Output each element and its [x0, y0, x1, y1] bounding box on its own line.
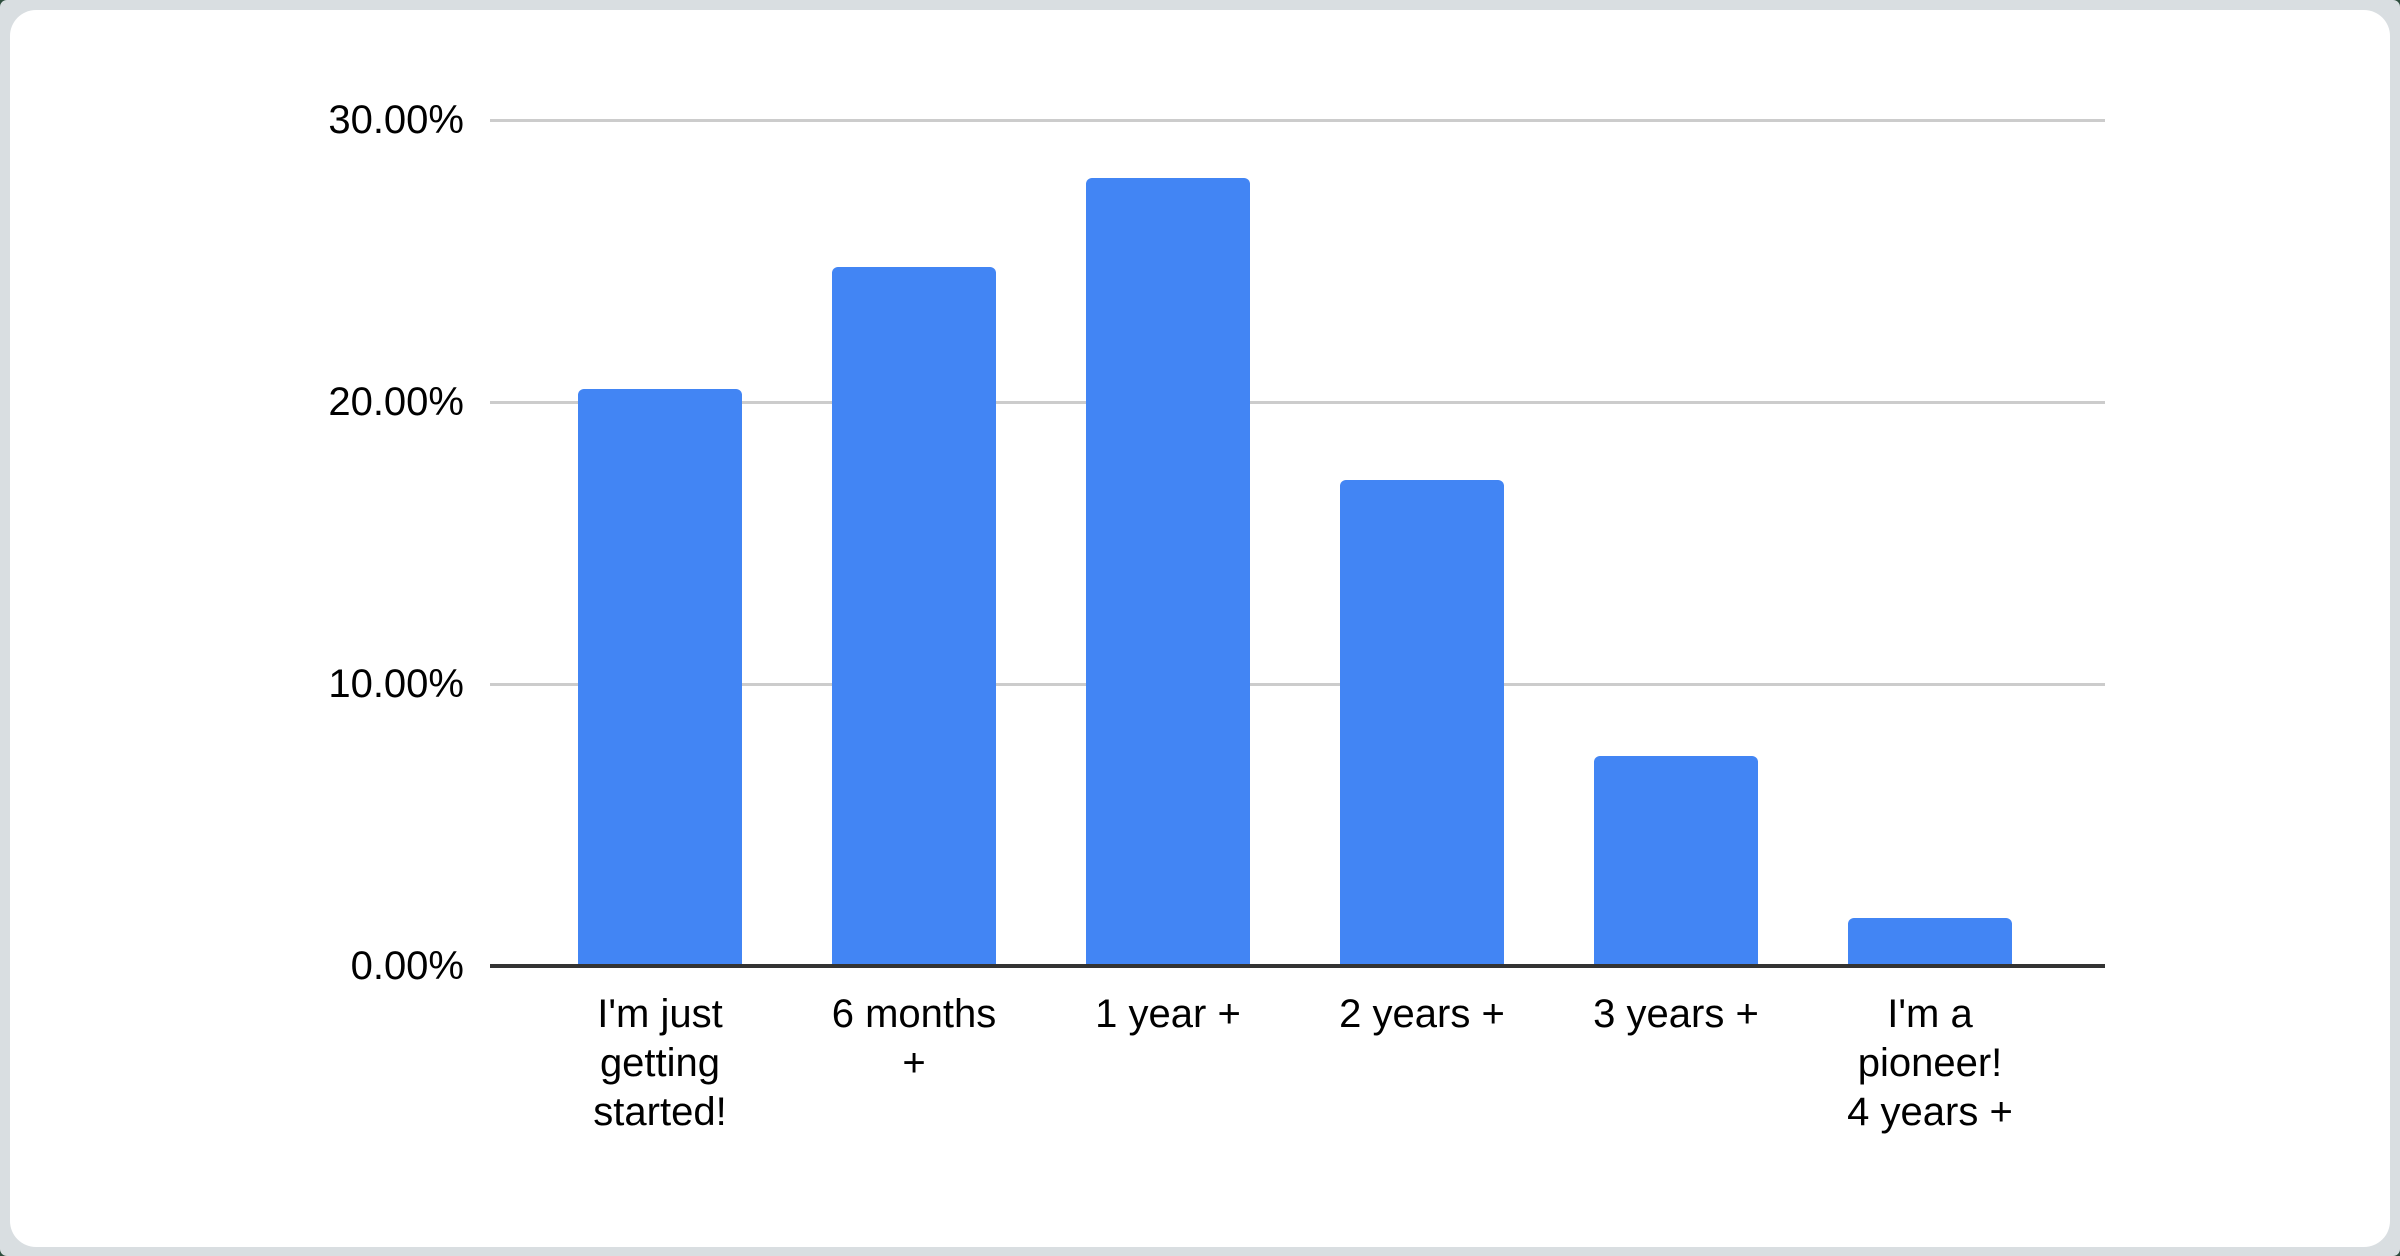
- x-axis-category-label: I'm a pioneer! 4 years +: [1847, 992, 2013, 1134]
- x-axis-category-label: I'm just getting started!: [593, 992, 727, 1134]
- bar-1: [832, 266, 996, 966]
- y-axis-tick-label: 10.00%: [328, 662, 464, 706]
- bar-5: [1848, 918, 2012, 966]
- bar-0: [578, 389, 742, 966]
- gridline-10: [490, 683, 2105, 686]
- x-axis-category-label: 2 years +: [1339, 992, 1505, 1036]
- x-axis-category-label: 1 year +: [1095, 992, 1241, 1036]
- bar-2: [1086, 177, 1250, 966]
- y-axis-tick-label: 0.00%: [350, 944, 464, 988]
- x-axis-line: [490, 964, 2105, 968]
- y-axis-tick-label: 20.00%: [328, 380, 464, 424]
- bar-chart-plot-area: [490, 119, 2105, 968]
- x-axis-category-label: 3 years +: [1593, 992, 1759, 1036]
- bar-4: [1594, 755, 1758, 966]
- gridline-20: [490, 401, 2105, 404]
- chart-card: 30.00% 20.00% 10.00% 0.00% I'm just getting …: [10, 10, 2390, 1247]
- x-axis-category-label: 6 months +: [831, 992, 997, 1085]
- y-axis-tick-label: 30.00%: [328, 98, 464, 142]
- gridline-30: [490, 119, 2105, 122]
- bar-3: [1340, 479, 1504, 966]
